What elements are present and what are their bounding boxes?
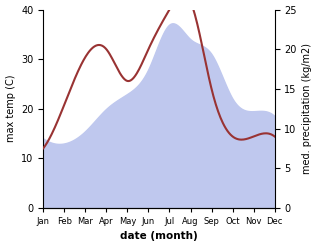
Y-axis label: max temp (C): max temp (C) xyxy=(5,75,16,143)
Y-axis label: med. precipitation (kg/m2): med. precipitation (kg/m2) xyxy=(302,43,313,174)
X-axis label: date (month): date (month) xyxy=(120,231,198,242)
